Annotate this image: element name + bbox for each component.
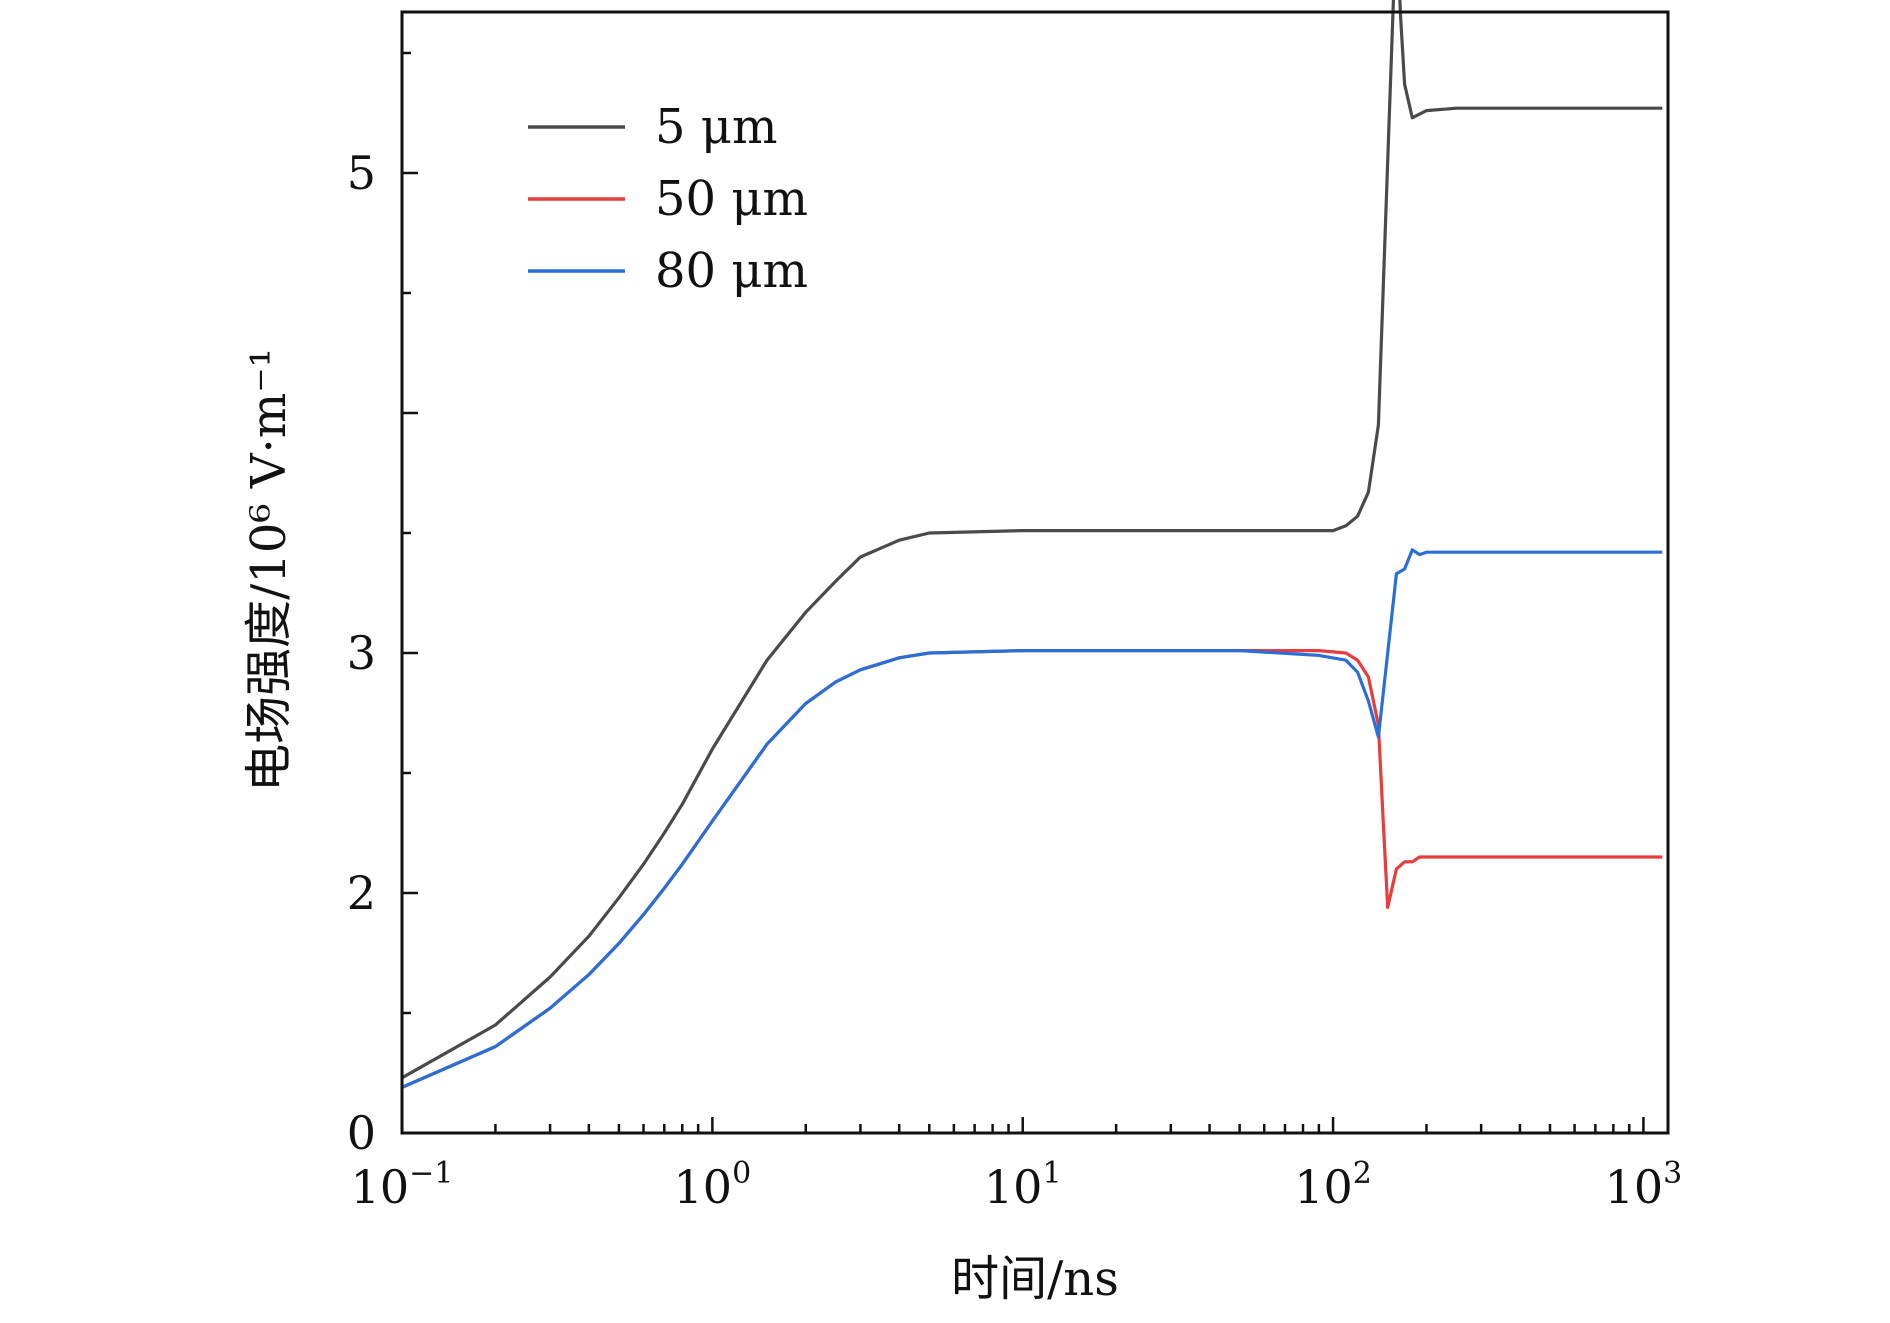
x-tick-label: 103: [1605, 1156, 1683, 1214]
plot-frame: [400, 10, 1670, 1135]
x-axis-ticks: 10−1 100 101 102 103: [351, 1117, 1683, 1214]
y-tick-label: 3: [347, 626, 376, 680]
y-axis-ticks: 02356: [347, 51, 418, 1160]
legend-label-0: 5 μm: [655, 99, 778, 155]
legend: 5 μm 50 μm 80 μm: [528, 99, 808, 299]
legend-label-1: 50 μm: [655, 171, 808, 227]
x-tick-label: 101: [984, 1156, 1062, 1214]
x-tick-label: 102: [1294, 1156, 1372, 1214]
y-tick-label: 5: [347, 146, 376, 200]
series-line-1: [401, 649, 1663, 1089]
y-tick-label: 2: [347, 866, 376, 920]
x-axis-title: 时间/ns: [951, 1251, 1119, 1307]
series-line-2: [401, 548, 1663, 1089]
series-layer: [401, 0, 1663, 1089]
y-tick-label: 0: [347, 1106, 376, 1160]
x-tick-label: 100: [674, 1156, 752, 1214]
legend-label-2: 80 μm: [655, 243, 808, 299]
y-axis-title: 电场强度/10⁶ V·m⁻¹: [241, 348, 297, 792]
series-line-0: [401, 0, 1663, 1080]
x-tick-label: 10−1: [351, 1156, 454, 1214]
